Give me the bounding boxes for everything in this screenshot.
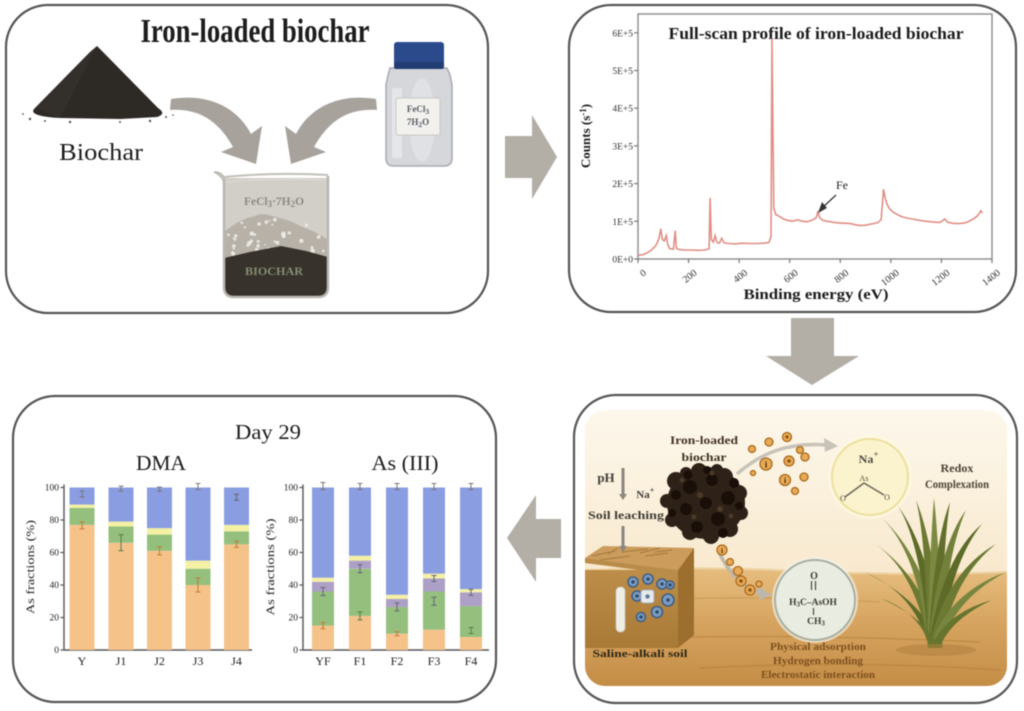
- svg-text:J3: J3: [193, 654, 204, 668]
- svg-text:O: O: [884, 493, 890, 502]
- svg-text:Electrostatic interaction: Electrostatic interaction: [761, 669, 875, 681]
- svg-text:F1: F1: [354, 654, 367, 668]
- svg-text:+: +: [650, 486, 655, 495]
- svg-text:As fractions (%): As fractions (%): [265, 518, 277, 615]
- svg-text:80: 80: [50, 516, 60, 526]
- svg-text:O: O: [810, 571, 818, 582]
- svg-text:3E+5: 3E+5: [612, 142, 633, 152]
- svg-text:1E+5: 1E+5: [612, 218, 633, 228]
- svg-text:Complexation: Complexation: [925, 479, 990, 491]
- svg-text:Soil leaching: Soil leaching: [588, 508, 664, 522]
- svg-text:20: 20: [50, 614, 60, 624]
- svg-text:0E+0: 0E+0: [612, 256, 633, 266]
- svg-text:100: 100: [45, 484, 60, 494]
- svg-text:Redox: Redox: [941, 463, 974, 475]
- svg-text:Hydrogen bonding: Hydrogen bonding: [773, 655, 864, 667]
- svg-text:O: O: [840, 494, 846, 503]
- svg-text:H3C–AsOH: H3C–AsOH: [789, 598, 837, 609]
- svg-text:60: 60: [289, 549, 299, 559]
- svg-text:0: 0: [54, 646, 59, 656]
- svg-text:J4: J4: [231, 654, 242, 668]
- svg-text:80: 80: [289, 516, 299, 526]
- svg-text:i: i: [765, 459, 768, 469]
- svg-text:Counts (s-1): Counts (s-1): [578, 104, 593, 168]
- svg-text:4E+5: 4E+5: [612, 105, 633, 115]
- svg-text:pH: pH: [597, 470, 614, 485]
- svg-text:Fe: Fe: [836, 178, 848, 192]
- svg-text:i: i: [784, 476, 787, 485]
- svg-text:Y: Y: [78, 654, 87, 668]
- svg-text:5E+5: 5E+5: [612, 67, 633, 77]
- svg-text:FeCl3·7H2O: FeCl3·7H2O: [244, 196, 304, 209]
- svg-text:Iron-loaded: Iron-loaded: [670, 433, 738, 447]
- svg-text:F3: F3: [428, 654, 441, 668]
- svg-text:As: As: [860, 474, 869, 483]
- svg-text:60: 60: [50, 549, 60, 559]
- svg-text:2E+5: 2E+5: [612, 180, 633, 190]
- svg-text:J1: J1: [116, 654, 127, 668]
- svg-text:Binding energy (eV): Binding energy (eV): [744, 287, 889, 303]
- svg-text:BIOCHAR: BIOCHAR: [245, 264, 303, 278]
- svg-text:20: 20: [289, 614, 299, 624]
- svg-text:Na: Na: [636, 489, 650, 501]
- svg-text:biochar: biochar: [682, 450, 728, 464]
- svg-text:YF: YF: [315, 654, 331, 668]
- svg-text:+: +: [874, 449, 879, 459]
- svg-text:Day 29: Day 29: [235, 420, 301, 444]
- svg-text:7H2O: 7H2O: [407, 117, 429, 129]
- svg-text:J2: J2: [154, 654, 165, 668]
- svg-text:i: i: [721, 546, 723, 555]
- svg-text:As (III): As (III): [372, 451, 439, 475]
- svg-text:Na: Na: [859, 452, 874, 466]
- svg-text:As fractions (%): As fractions (%): [25, 520, 37, 614]
- svg-text:FeCl3: FeCl3: [407, 104, 430, 116]
- svg-text:0: 0: [638, 268, 649, 280]
- svg-text:40: 40: [289, 581, 299, 591]
- svg-text:F2: F2: [391, 654, 404, 668]
- svg-text:Physical adsorption: Physical adsorption: [770, 641, 866, 653]
- svg-text:100: 100: [284, 484, 299, 494]
- svg-text:0: 0: [293, 646, 298, 656]
- svg-text:6E+5: 6E+5: [612, 29, 633, 39]
- svg-text:Full-scan profile of iron-load: Full-scan profile of iron-loaded biochar: [669, 24, 964, 43]
- svg-text:40: 40: [50, 581, 60, 591]
- svg-text:CH3: CH3: [807, 617, 825, 628]
- svg-text:Biochar: Biochar: [59, 140, 143, 166]
- svg-text:Saline-alkali soil: Saline-alkali soil: [593, 649, 688, 660]
- svg-text:Iron-loaded biochar: Iron-loaded biochar: [141, 13, 370, 50]
- svg-text:F4: F4: [465, 654, 478, 668]
- svg-text:DMA: DMA: [136, 451, 187, 475]
